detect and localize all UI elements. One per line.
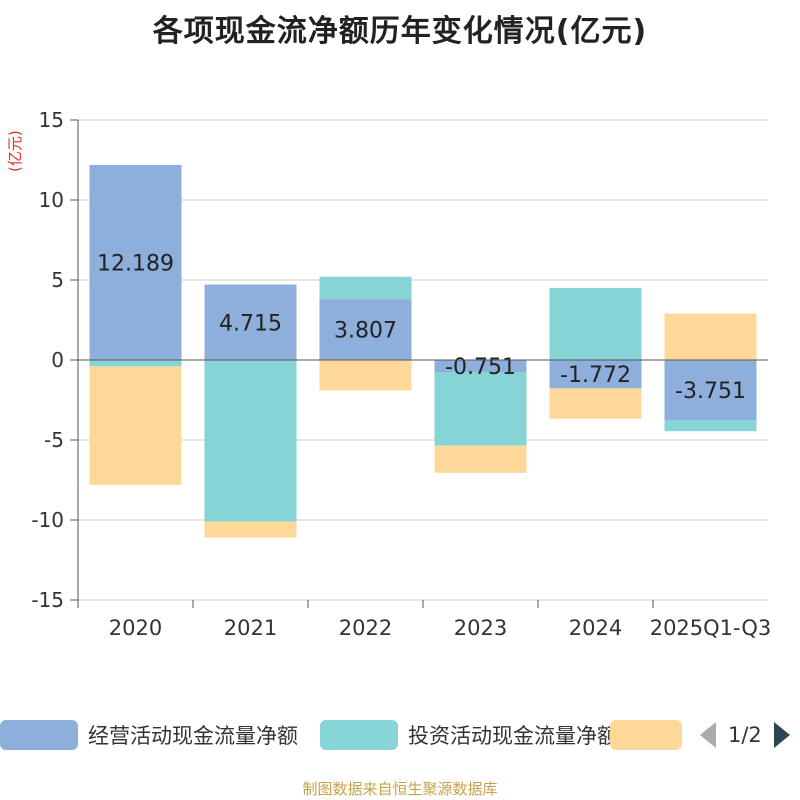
bar-financing-2025Q1-Q3 <box>664 313 757 360</box>
data-label-2024: -1.772 <box>560 363 631 388</box>
bar-operating-2022 <box>319 299 412 360</box>
bar-operating-2021 <box>204 284 297 360</box>
y-tick-label: 15 <box>39 108 64 132</box>
legend-swatch-financing <box>610 720 682 750</box>
x-tick-label-2024: 2024 <box>569 616 622 640</box>
x-tick-label-2022: 2022 <box>339 616 392 640</box>
bar-financing-2021 <box>204 521 297 538</box>
bar-operating-2025Q1-Q3 <box>664 360 757 421</box>
y-tick-label: 5 <box>51 268 64 292</box>
bar-investing-2025Q1-Q3 <box>664 420 757 432</box>
legend-item-financing[interactable] <box>610 718 682 752</box>
legend-pager: 1/2 <box>700 718 790 752</box>
y-tick-label: -15 <box>31 588 64 612</box>
legend-swatch-investing <box>320 720 398 750</box>
x-tick-label-2021: 2021 <box>224 616 277 640</box>
bar-investing-2022 <box>319 276 412 300</box>
y-tick-label: 10 <box>39 188 64 212</box>
legend-page-indicator: 1/2 <box>728 723 762 747</box>
bar-financing-2022 <box>319 360 412 391</box>
legend-label-operating: 经营活动现金流量净额 <box>88 724 298 748</box>
x-tick-label-2020: 2020 <box>109 616 162 640</box>
bar-investing-2020 <box>89 360 182 367</box>
legend: 经营活动现金流量净额 投资活动现金流量净额 1/2 <box>0 718 800 752</box>
bar-financing-2023 <box>434 445 527 473</box>
data-source-note: 制图数据来自恒生聚源数据库 <box>302 780 498 798</box>
legend-next-page-icon[interactable] <box>773 722 790 748</box>
x-tick-label-2023: 2023 <box>454 616 507 640</box>
chart-canvas: 15 10 5 0 -5 -10 -15 12.189 4.715 3.807 -0.751 -1.7… <box>31 108 772 640</box>
bar-operating-2020 <box>89 164 182 360</box>
data-label-2025Q1-Q3: -3.751 <box>675 379 746 404</box>
chart-title: 各项现金流净额历年变化情况(亿元) <box>152 14 648 49</box>
bar-financing-2020 <box>89 366 182 485</box>
bar-financing-2024 <box>549 388 642 419</box>
y-tick-label: 0 <box>51 348 64 372</box>
y-tick-label: -10 <box>31 508 64 532</box>
legend-prev-page-icon[interactable] <box>700 722 716 748</box>
y-tick-label: -5 <box>44 428 64 452</box>
data-label-2021: 4.715 <box>219 311 282 336</box>
legend-swatch-operating <box>0 720 78 750</box>
bar-investing-2023 <box>434 372 527 446</box>
legend-item-operating[interactable]: 经营活动现金流量净额 <box>0 718 298 752</box>
data-label-2020: 12.189 <box>97 251 174 276</box>
legend-item-investing[interactable]: 投资活动现金流量净额 <box>320 718 618 752</box>
legend-label-investing: 投资活动现金流量净额 <box>408 724 618 748</box>
bar-operating-2023 <box>434 360 527 373</box>
bar-operating-2024 <box>549 360 642 389</box>
bar-investing-2021 <box>204 360 297 522</box>
data-label-2023: -0.751 <box>445 355 516 380</box>
bar-investing-2024 <box>549 288 642 360</box>
x-tick-label-2025Q1-Q3: 2025Q1-Q3 <box>650 616 772 640</box>
data-label-2022: 3.807 <box>334 319 397 344</box>
